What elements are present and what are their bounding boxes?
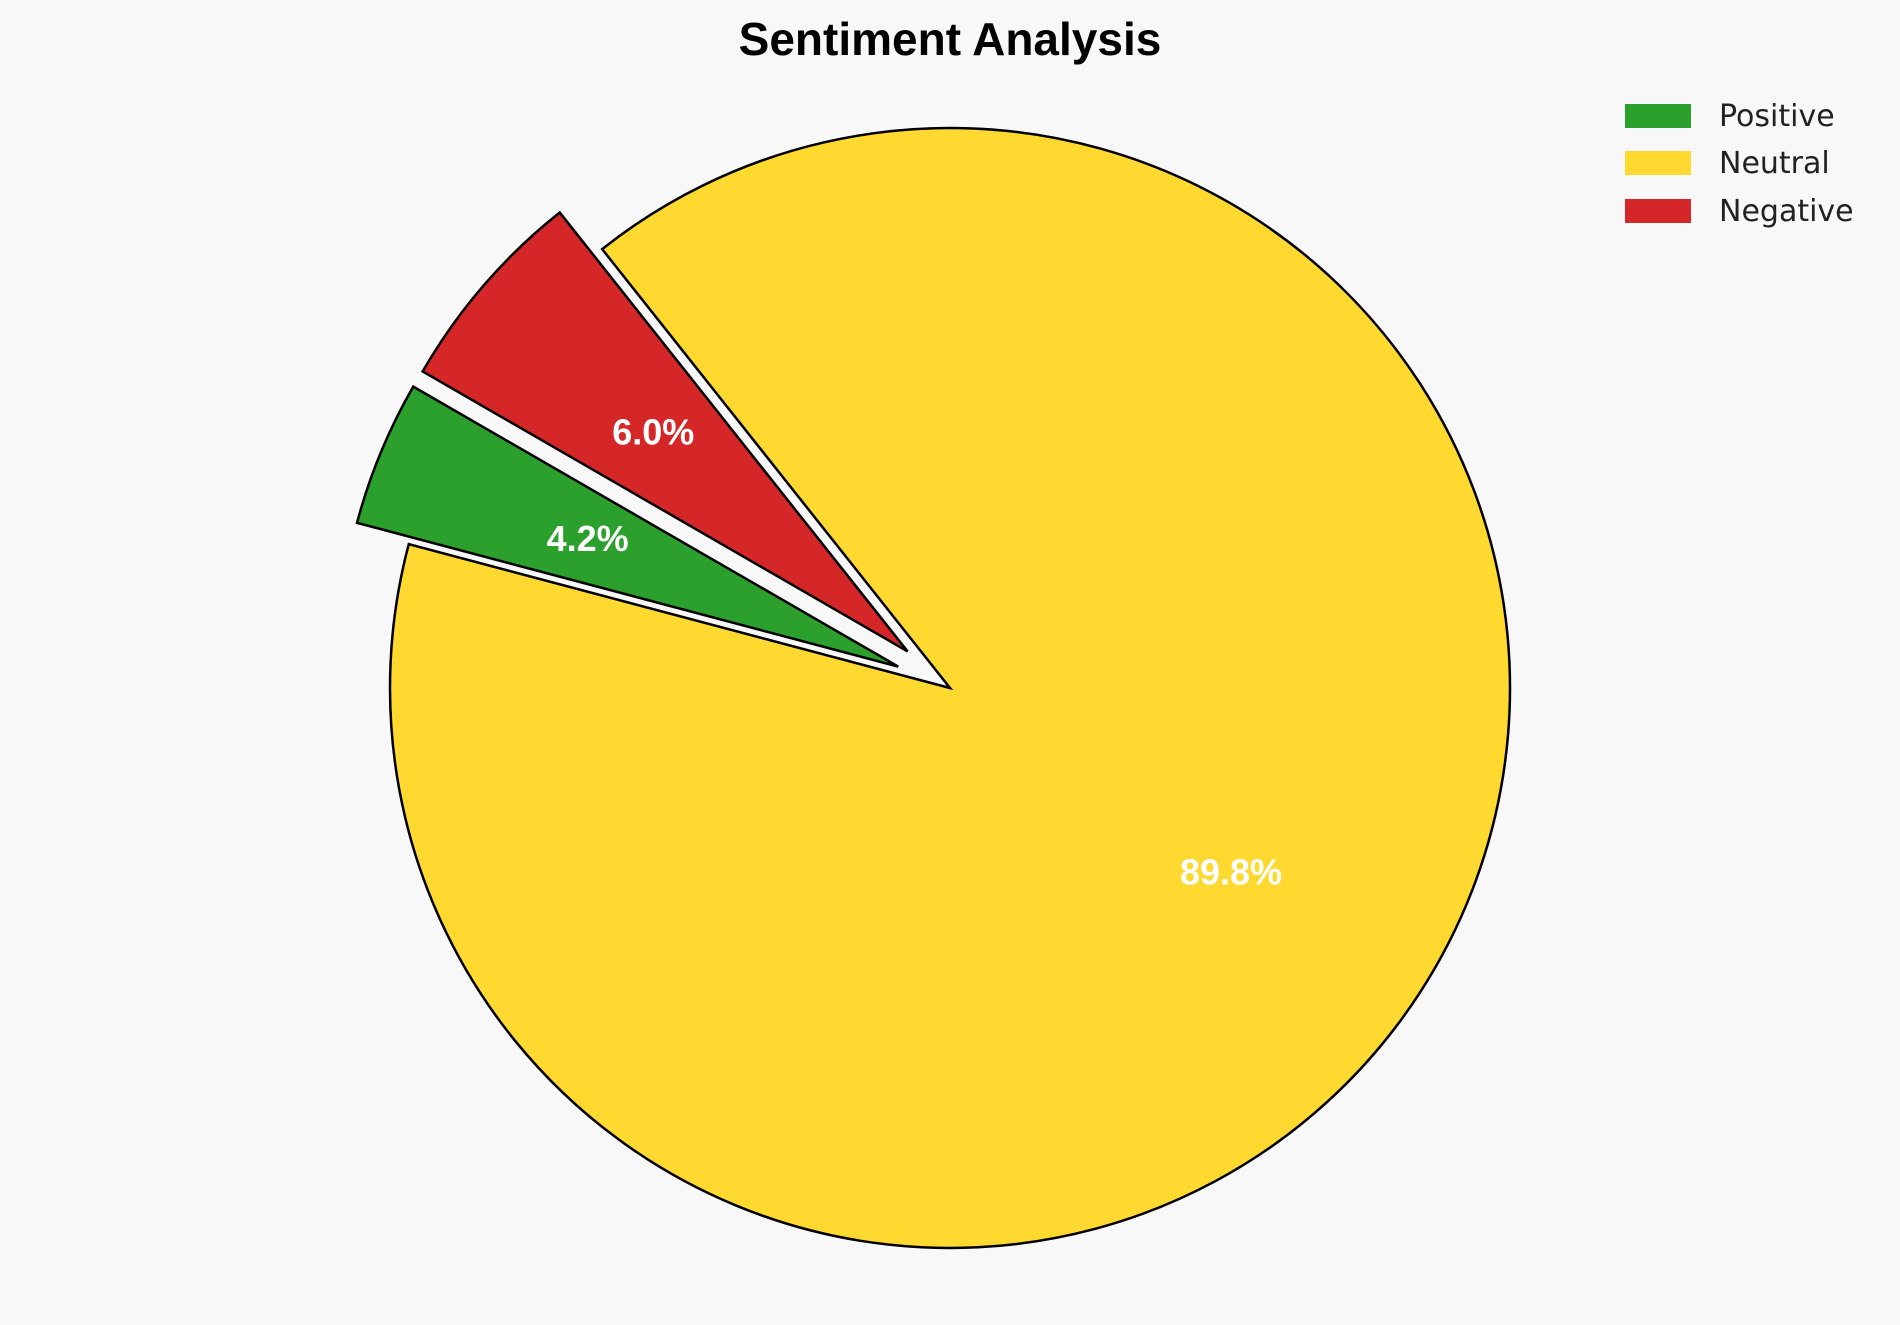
pie-labels: 4.2% 89.8% 6.0% xyxy=(547,411,1282,892)
legend-label-positive: Positive xyxy=(1719,99,1835,134)
legend-swatch-positive xyxy=(1625,104,1691,128)
pie-slice-positive xyxy=(355,384,899,668)
legend-swatch-neutral xyxy=(1625,151,1691,175)
pie-slice-neutral xyxy=(388,126,1512,1250)
legend: Positive Neutral Negative xyxy=(1625,99,1854,229)
legend-label-negative: Negative xyxy=(1719,194,1854,229)
slice-label-negative: 6.0% xyxy=(612,411,694,452)
chart-title: Sentiment Analysis xyxy=(739,13,1162,65)
slice-label-positive: 4.2% xyxy=(547,518,629,559)
legend-swatch-negative xyxy=(1625,199,1691,223)
pie-slice-negative xyxy=(420,210,909,653)
slice-label-neutral: 89.8% xyxy=(1180,852,1282,893)
pie-slices xyxy=(355,126,1512,1250)
legend-label-neutral: Neutral xyxy=(1719,146,1830,181)
